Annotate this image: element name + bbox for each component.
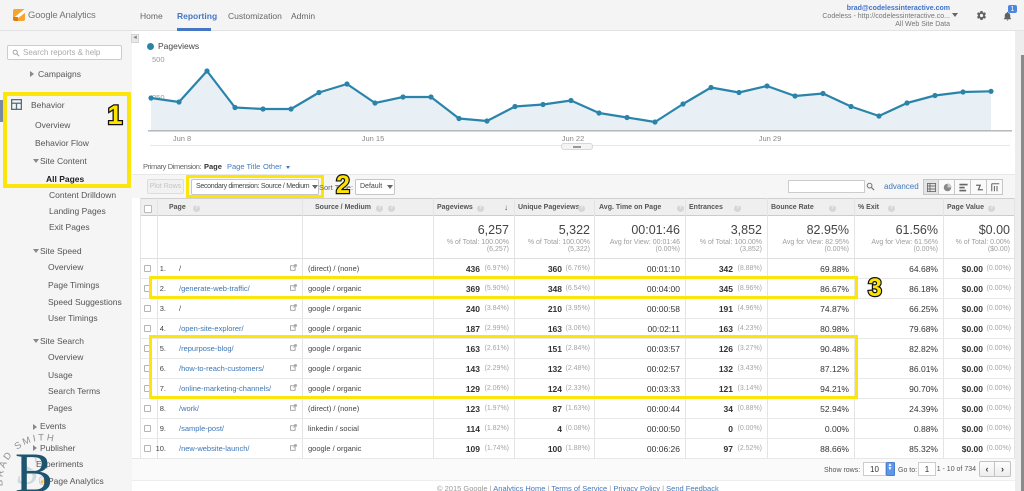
svg-text:2: 2 <box>336 171 350 199</box>
svg-text:B: B <box>15 442 53 491</box>
svg-text:3: 3 <box>868 274 882 302</box>
svg-text:S: S <box>17 448 38 491</box>
svg-text:1: 1 <box>107 100 122 130</box>
